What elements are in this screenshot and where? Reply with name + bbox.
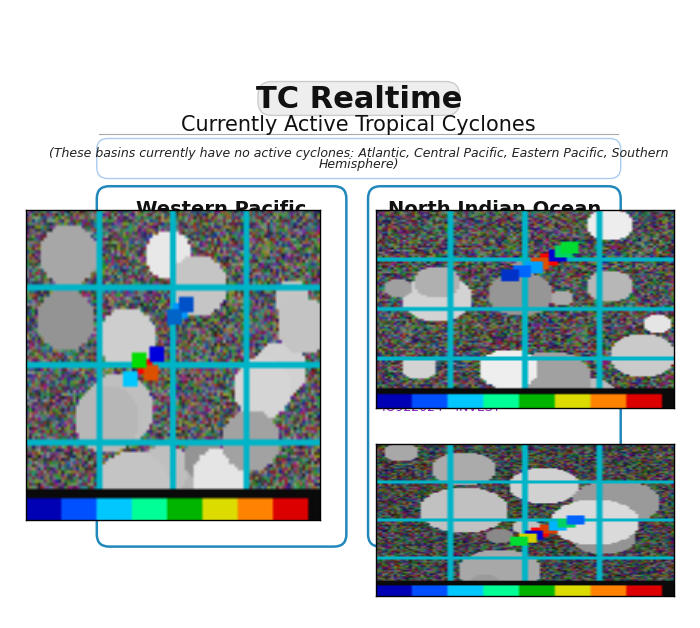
Text: (These basins currently have no active cyclones: Atlantic, Central Pacific, East: (These basins currently have no active c… [49,148,668,160]
FancyBboxPatch shape [258,82,459,116]
Text: TC Realtime: TC Realtime [256,85,462,114]
FancyBboxPatch shape [97,139,621,178]
FancyBboxPatch shape [368,187,621,546]
Text: IO912024 - INVEST: IO912024 - INVEST [382,224,500,237]
Text: North Indian Ocean: North Indian Ocean [388,200,601,219]
Text: Hemisphere): Hemisphere) [318,158,399,171]
FancyBboxPatch shape [97,187,346,546]
Text: WP962024 - INVEST: WP962024 - INVEST [111,224,236,237]
Text: IO922024 - INVEST: IO922024 - INVEST [382,401,500,414]
Text: Western Pacific: Western Pacific [136,200,307,219]
Text: Currently Active Tropical Cyclones: Currently Active Tropical Cyclones [181,115,536,134]
